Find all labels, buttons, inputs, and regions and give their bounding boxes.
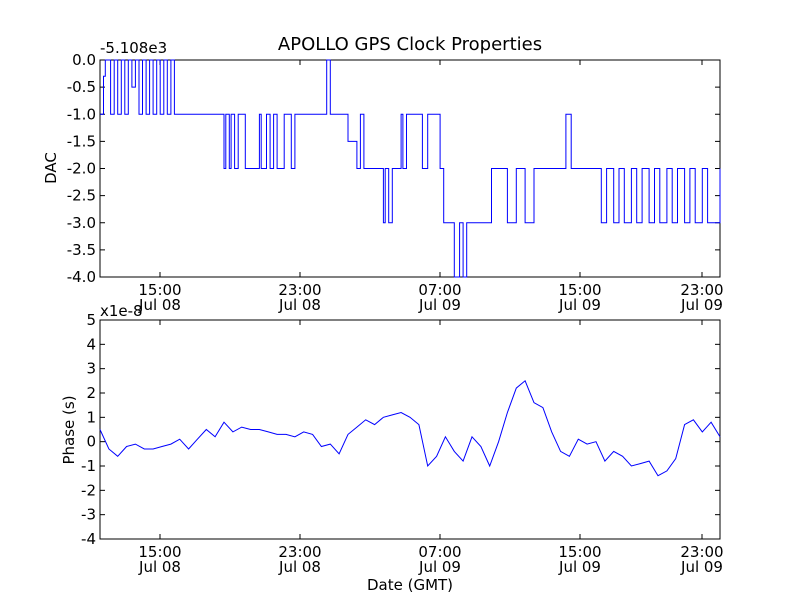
dac-x-tick-time: 23:00: [680, 281, 723, 299]
phase-y-tick-label: -3: [81, 506, 96, 524]
phase-y-tick-label: 1: [86, 408, 96, 426]
phase-x-label: Date (GMT): [367, 576, 453, 594]
phase-y-tick-label: 2: [86, 384, 96, 402]
phase-y-tick-label: -1: [81, 457, 96, 475]
dac-x-tick-time: 15:00: [558, 281, 601, 299]
dac-series: [100, 59, 721, 278]
dac-series-line: [100, 59, 721, 278]
phase-x-tick-time: 07:00: [418, 543, 461, 561]
phase-x-tick-time: 15:00: [138, 543, 181, 561]
dac-x-tick-time: 07:00: [418, 281, 461, 299]
chart-title: APOLLO GPS Clock Properties: [278, 34, 542, 55]
phase-y-tick-label: -2: [81, 481, 96, 499]
dac-y-tick-label: 0.0: [72, 51, 96, 69]
dac-x-tick-date: Jul 09: [418, 296, 461, 314]
phase-y-tick-label: 5: [86, 311, 96, 329]
dac-y-label: DAC: [42, 152, 60, 184]
phase-y-label: Phase (s): [60, 395, 78, 464]
phase-x-tick-time: 23:00: [278, 543, 321, 561]
dac-y-tick-label: -3.0: [67, 214, 96, 232]
phase-x-tick-date: Jul 09: [680, 558, 723, 576]
phase-x-tick-date: Jul 09: [418, 558, 461, 576]
phase-x-tick-date: Jul 08: [278, 558, 321, 576]
dac-x-tick-date: Jul 09: [680, 296, 723, 314]
dac-x-tick-time: 23:00: [278, 281, 321, 299]
phase-y-axis: 5 4 3 2 1 0 -1 -2 -3 -4: [81, 311, 720, 548]
phase-offset-label: x1e-8: [100, 302, 143, 320]
dac-y-tick-label: -2.5: [67, 187, 96, 205]
dac-y-axis: 0.0 -0.5 -1.0 -1.5 -2.0 -2.5 -3.0 -3.5 -4.0: [67, 51, 720, 286]
dac-x-tick-date: Jul 09: [558, 296, 601, 314]
dac-y-tick-label: -0.5: [67, 78, 96, 96]
dac-panel: APOLLO GPS Clock Properties -5.108e3 0.0…: [42, 34, 724, 314]
dac-y-tick-label: -2.0: [67, 160, 96, 178]
phase-x-tick-date: Jul 09: [558, 558, 601, 576]
dac-y-tick-label: -4.0: [67, 268, 96, 286]
dac-y-tick-label: -1.0: [67, 105, 96, 123]
phase-y-tick-label: 4: [86, 335, 96, 353]
dac-x-tick-date: Jul 08: [278, 296, 321, 314]
dac-y-tick-label: -1.5: [67, 132, 96, 150]
phase-series: [99, 379, 721, 477]
phase-y-tick-label: 0: [86, 433, 96, 451]
dac-y-tick-label: -3.5: [67, 241, 96, 259]
dac-offset-label: -5.108e3: [100, 39, 167, 57]
phase-x-tick-time: 15:00: [558, 543, 601, 561]
phase-y-tick-label: 3: [86, 360, 96, 378]
dac-x-tick-time: 15:00: [138, 281, 181, 299]
phase-y-tick-label: -4: [81, 530, 96, 548]
phase-series-line: [99, 379, 721, 477]
phase-x-tick-time: 23:00: [680, 543, 723, 561]
phase-x-tick-date: Jul 08: [138, 558, 181, 576]
dac-x-tick-date: Jul 08: [138, 296, 181, 314]
